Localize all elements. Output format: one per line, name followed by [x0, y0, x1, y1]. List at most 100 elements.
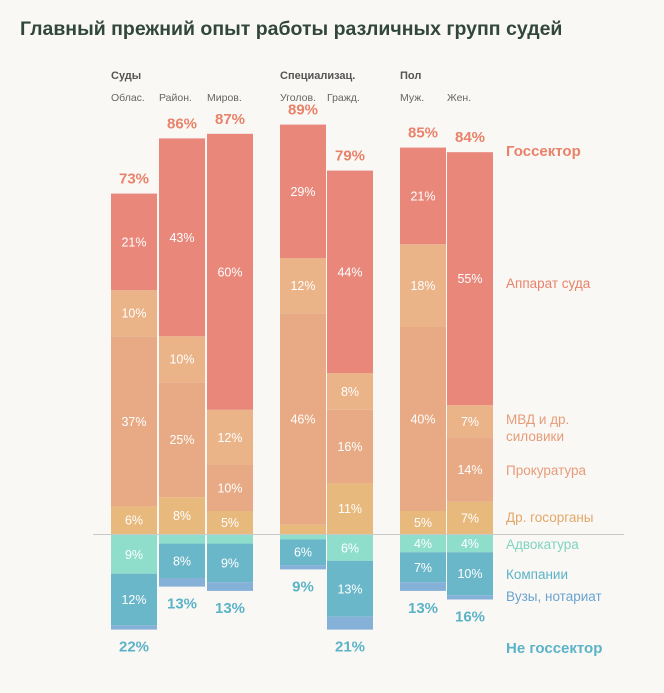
segment-label: 21% — [410, 189, 435, 203]
bar-segment — [447, 405, 493, 438]
segment-label: 10% — [217, 482, 242, 496]
bar-segment — [327, 560, 373, 617]
bar-segment — [400, 327, 446, 511]
bar-segment — [280, 524, 326, 534]
bar-segment — [111, 535, 157, 574]
bar-segment — [280, 539, 326, 566]
segment-label: 18% — [410, 279, 435, 293]
bar-segment — [207, 511, 253, 534]
group-label: Пол — [400, 70, 421, 82]
bar-segment — [111, 625, 157, 630]
legend-label: Компании — [506, 567, 568, 582]
bar-segment — [207, 409, 253, 465]
bar-segment — [327, 373, 373, 410]
bar-segment — [207, 465, 253, 511]
bar-segment — [280, 124, 326, 258]
bar-segment — [400, 582, 446, 591]
bar-segment — [447, 152, 493, 406]
category-label: Облас. — [111, 92, 145, 104]
bar-segment — [207, 535, 253, 544]
segment-label: 12% — [217, 431, 242, 445]
bar-segment — [111, 290, 157, 337]
segment-label: 11% — [338, 502, 362, 516]
private-total-label: 22% — [119, 639, 149, 656]
category-label: Жен. — [447, 92, 471, 104]
bar-segment — [280, 313, 326, 525]
segment-label: 7% — [461, 511, 479, 525]
segment-label: 25% — [169, 433, 194, 447]
segment-label: 4% — [414, 537, 432, 551]
bar-segment — [111, 573, 157, 626]
public-total-label: 79% — [335, 148, 365, 165]
legend-label: Вузы, нотариат — [506, 589, 602, 604]
segment-label: 5% — [414, 516, 432, 530]
public-total-label: 86% — [167, 115, 197, 132]
bar-segment — [159, 543, 205, 578]
segment-label: 55% — [457, 272, 482, 286]
segment-label: 7% — [461, 415, 479, 429]
segment-label: 10% — [121, 307, 146, 321]
public-total-label: 84% — [455, 129, 485, 146]
bar-segment — [207, 133, 253, 410]
legend-label: Аппарат суда — [506, 276, 591, 291]
segment-label: 21% — [121, 235, 146, 249]
bar-segment — [400, 244, 446, 327]
private-total-label: 16% — [455, 609, 485, 626]
segment-label: 10% — [457, 567, 482, 581]
segment-label: 6% — [341, 541, 359, 555]
segment-label: 12% — [290, 279, 315, 293]
bar-segment — [327, 535, 373, 561]
segment-label: 7% — [414, 561, 432, 575]
bar-segment — [447, 437, 493, 502]
bar-segment — [159, 382, 205, 498]
bar-segment — [159, 336, 205, 383]
legend-label: Др. госорганы — [506, 510, 594, 525]
segment-label: 46% — [290, 413, 315, 427]
segment-label: 14% — [457, 463, 482, 477]
category-label: Район. — [159, 92, 192, 104]
segment-label: 5% — [221, 516, 239, 530]
bar-segment — [447, 595, 493, 600]
bar-segment — [327, 616, 373, 630]
group-label: Суды — [111, 70, 141, 82]
category-label: Гражд. — [327, 92, 360, 104]
legend-label: Не госсектор — [506, 640, 602, 657]
segment-label: 10% — [169, 353, 194, 367]
segment-label: 44% — [337, 265, 362, 279]
legend-label: МВД и др. — [506, 412, 569, 427]
legend-label: Госсектор — [506, 143, 581, 160]
bar-segment — [327, 409, 373, 484]
legend-label: силовики — [506, 429, 564, 444]
bar-segment — [447, 535, 493, 553]
segment-label: 37% — [121, 415, 146, 429]
segment-label: 9% — [221, 556, 239, 570]
bar-segment — [400, 552, 446, 583]
segment-label: 8% — [341, 385, 359, 399]
segment-label: 6% — [125, 514, 143, 528]
chart-title: Главный прежний опыт работы различных гр… — [20, 18, 563, 40]
legend-label: Адвокатура — [506, 537, 579, 552]
bar-segment — [111, 193, 157, 291]
segment-label: 40% — [410, 413, 435, 427]
segment-label: 12% — [121, 593, 146, 607]
segment-label: 60% — [217, 265, 242, 279]
legend-label: Прокуратура — [506, 463, 587, 478]
segment-label: 8% — [173, 554, 191, 568]
bar-segment — [327, 483, 373, 534]
group-label: Специализац. — [280, 70, 355, 82]
public-total-label: 73% — [119, 171, 149, 188]
segment-label: 13% — [337, 582, 362, 596]
category-label: Миров. — [207, 92, 242, 104]
segment-label: 6% — [294, 546, 312, 560]
segment-label: 29% — [290, 185, 315, 199]
private-total-label: 13% — [215, 600, 245, 617]
category-label: Уголов. — [280, 92, 316, 104]
private-total-label: 21% — [335, 639, 365, 656]
segment-label: 16% — [337, 440, 362, 454]
segment-label: 4% — [461, 537, 479, 551]
bar-segment — [280, 565, 326, 570]
private-total-label: 13% — [408, 600, 438, 617]
public-total-label: 85% — [408, 125, 438, 142]
bar-segment — [207, 582, 253, 591]
